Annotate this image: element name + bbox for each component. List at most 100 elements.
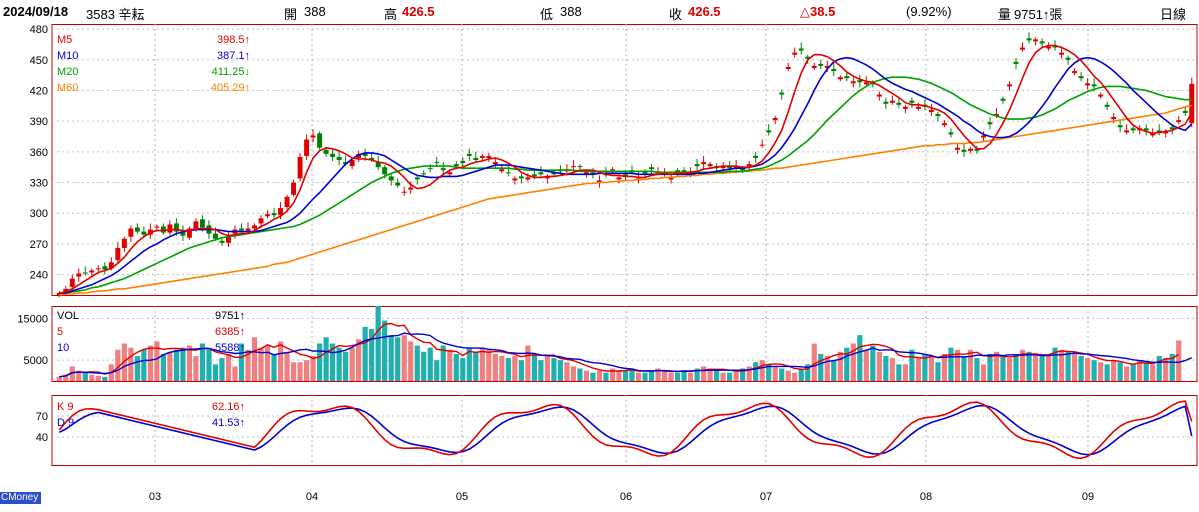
volume-bar	[395, 337, 401, 381]
candle-body	[369, 157, 375, 161]
volume-bar	[264, 345, 271, 381]
candle-body	[304, 139, 310, 156]
volume-bar	[453, 353, 459, 381]
volume-bar	[401, 335, 407, 381]
candle-body	[414, 177, 420, 180]
candle-body	[994, 113, 999, 117]
candle-body	[63, 288, 69, 293]
month-tick-label: 03	[149, 491, 161, 503]
candle-body	[512, 178, 518, 181]
volume-bar	[668, 372, 674, 381]
volume-bar	[303, 360, 310, 381]
kd-k-line	[58, 400, 1193, 460]
volume-bar	[596, 370, 603, 381]
volume-legend-name: 10	[57, 342, 69, 354]
candle-body	[707, 164, 713, 167]
volume-bar	[1176, 340, 1182, 381]
volume-bar	[1091, 360, 1097, 381]
candle-body	[844, 76, 850, 79]
candle-body	[108, 262, 114, 269]
price-tick-label: 390	[30, 116, 48, 128]
volume-bar	[1124, 366, 1130, 381]
volume-label: 量	[998, 7, 1012, 22]
kd-tick-label: 70	[36, 411, 48, 423]
candle-body	[818, 63, 824, 66]
candle-body	[1156, 130, 1162, 133]
volume-bar	[915, 358, 921, 381]
volume-bar	[922, 353, 928, 381]
candle-body	[154, 226, 160, 228]
candle-body	[401, 191, 407, 193]
volume-bar	[1065, 351, 1071, 381]
candle-body	[1130, 128, 1136, 131]
candle-body	[596, 180, 602, 183]
candle-body	[551, 172, 557, 175]
volume-bar	[766, 364, 772, 381]
candle-body	[590, 172, 596, 175]
volume-bar	[714, 370, 720, 381]
volume-bar	[863, 349, 869, 381]
candle-body	[219, 240, 225, 243]
candle-body	[525, 177, 531, 180]
ma5-line	[59, 44, 1193, 294]
volume-bar	[642, 372, 648, 381]
volume-bar	[375, 306, 381, 381]
kd-d-line	[58, 404, 1193, 456]
volume-bar	[147, 345, 153, 381]
volume-bar	[661, 370, 668, 381]
close-label: 收	[669, 7, 683, 22]
candle-body	[258, 218, 264, 224]
candle-body	[473, 157, 479, 161]
candle-body	[226, 235, 231, 243]
volume-bar	[134, 356, 140, 381]
candle-body	[141, 231, 147, 235]
brand-logo: CMoney	[0, 492, 41, 504]
volume-bar	[56, 376, 62, 381]
candle-body	[915, 106, 921, 109]
volume-bar	[277, 341, 284, 381]
candle-body	[649, 167, 655, 170]
candle-body	[753, 155, 759, 158]
candle-body	[492, 162, 498, 165]
volume-bar	[388, 335, 394, 381]
candle-body	[1033, 39, 1039, 42]
candle-body	[408, 187, 414, 190]
volume-bar	[538, 360, 544, 381]
volume-bar	[1169, 353, 1175, 381]
candle-body	[675, 170, 681, 173]
candle-body	[239, 228, 244, 231]
volume-bar	[603, 372, 609, 381]
candle-body	[1078, 76, 1084, 79]
price-tick-label: 330	[30, 178, 48, 190]
candle-body	[954, 147, 960, 150]
volume-bar	[622, 370, 629, 381]
volume-bar	[1019, 349, 1026, 381]
stock-chart[interactable]: 480 450 420 390 360 330 300 270 240 15000 5000 70 40…	[0, 24, 1199, 512]
volume-bar	[245, 349, 251, 381]
volume-bar	[1071, 353, 1078, 381]
volume-bar	[896, 364, 902, 381]
volume-bar	[655, 368, 661, 381]
candle-body	[876, 94, 882, 97]
volume-bar	[499, 356, 505, 381]
candle-body	[740, 168, 746, 171]
volume-bar	[629, 368, 635, 381]
volume-bar	[707, 368, 713, 381]
volume-bar	[1098, 362, 1104, 381]
ma-legend-value: 387.1↑	[217, 50, 250, 62]
volume-bar	[1104, 364, 1110, 381]
volume-bar	[82, 372, 88, 381]
volume-bar	[473, 351, 479, 381]
volume-bar	[974, 358, 980, 381]
volume-bar	[577, 368, 583, 381]
volume-bar	[544, 356, 551, 381]
candle-body	[928, 109, 934, 112]
volume-bar	[141, 349, 147, 381]
candle-body	[824, 65, 830, 68]
volume-bar	[1045, 353, 1052, 381]
candle-body	[486, 155, 492, 158]
candle-body	[193, 221, 199, 229]
change-percent: (9.92%)	[906, 4, 952, 19]
volume-bar	[1078, 356, 1084, 381]
volume-bar	[343, 351, 349, 381]
